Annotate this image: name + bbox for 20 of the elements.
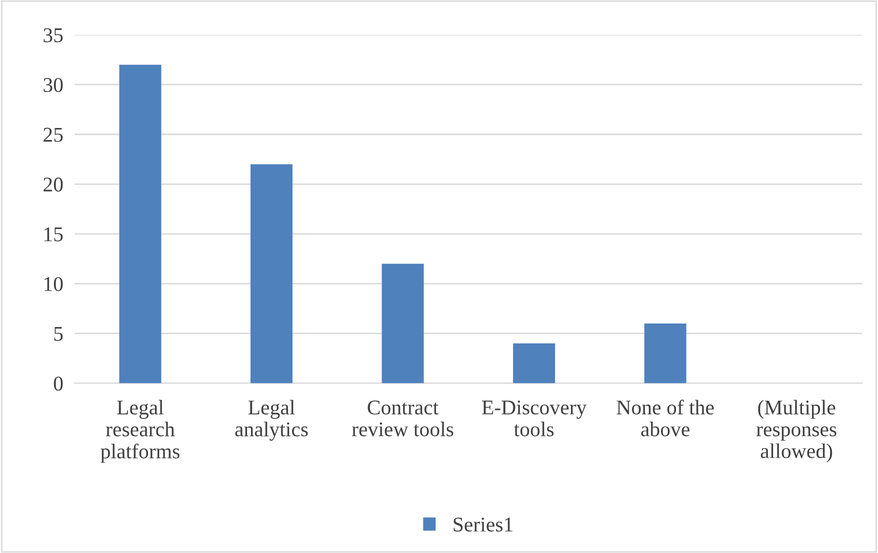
bar <box>382 264 424 384</box>
y-tick-label: 5 <box>54 327 63 341</box>
y-tick-label: 15 <box>44 227 63 242</box>
bar <box>119 64 162 384</box>
x-tick-label: Legal analytics <box>235 400 308 441</box>
y-tick-label: 10 <box>44 277 63 292</box>
y-tick-label: 0 <box>54 376 63 391</box>
y-tick-label: 30 <box>44 78 63 92</box>
x-tick-label: None of the above <box>616 400 714 436</box>
y-tick-label: 25 <box>44 128 63 142</box>
bar <box>513 343 556 384</box>
x-tick-label: E-Discovery tools <box>482 400 587 436</box>
y-tick-label: 35 <box>44 28 63 42</box>
bar <box>644 324 686 384</box>
y-tick-label: 20 <box>44 178 63 192</box>
legend-label: Series1 <box>454 518 512 532</box>
x-tick-label: (Multiple responses allowed) <box>756 400 836 462</box>
x-tick-label: Contract review tools <box>352 400 454 436</box>
x-tick-label: Legal research platforms <box>100 400 180 463</box>
bar <box>250 164 293 384</box>
